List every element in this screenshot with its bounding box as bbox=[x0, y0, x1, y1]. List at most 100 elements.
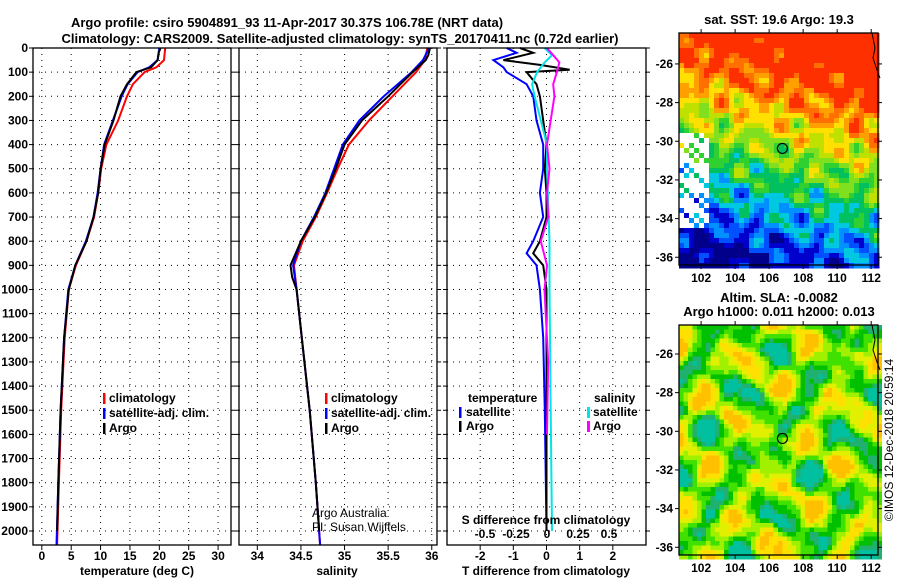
y-tick-label: 1000 bbox=[1, 282, 28, 296]
y-tick-label: 300 bbox=[8, 113, 28, 127]
x-tick-label: 35 bbox=[338, 549, 352, 563]
x-tick-label: 25 bbox=[182, 549, 196, 563]
legend-title-salinity: salinity bbox=[594, 391, 636, 405]
y-tick-label: 1100 bbox=[2, 307, 28, 321]
legend-label: satellite bbox=[466, 405, 511, 419]
x-tick-label: 36 bbox=[425, 549, 439, 563]
legend-title-temperature: temperature bbox=[468, 391, 538, 405]
series-line-argo bbox=[56, 47, 162, 532]
lat-tick-label: -26 bbox=[656, 347, 674, 361]
lon-tick-label: 106 bbox=[759, 561, 779, 575]
sst-map: 102 104 106 108 110 112 -26 -28 -30 -32 -34 -36 bbox=[656, 29, 882, 285]
x2-tick-label: 0 bbox=[544, 527, 551, 541]
sst-map-title: sat. SST: 19.6 Argo: 19.3 bbox=[704, 12, 854, 27]
legend-label: Argo bbox=[331, 421, 359, 435]
x-axis-label-tdiff: T difference from climatology bbox=[462, 564, 630, 578]
legend-swatch bbox=[459, 407, 462, 418]
lon-tick-label: 102 bbox=[691, 271, 711, 285]
sla-map-title: Altim. SLA: -0.0082 bbox=[720, 290, 838, 305]
x-tick-label: 30 bbox=[211, 549, 225, 563]
y-tick-label: 100 bbox=[8, 65, 28, 79]
legend-swatch bbox=[325, 393, 328, 404]
x-tick-label: 35.5 bbox=[376, 549, 400, 563]
y-tick-label: 400 bbox=[8, 138, 28, 152]
lon-tick-label: 104 bbox=[725, 271, 745, 285]
legend-swatch bbox=[325, 408, 328, 419]
map-frame bbox=[678, 32, 879, 266]
x-tick-label: 34 bbox=[251, 549, 265, 563]
lat-tick-label: -36 bbox=[656, 250, 674, 264]
x-axis-label-sdiff: S difference from climatology bbox=[462, 513, 631, 527]
legend-label: satellite-adj. clim. bbox=[331, 406, 431, 420]
y-tick-label: 0 bbox=[21, 41, 28, 55]
x2-tick-label: 0.5 bbox=[601, 527, 618, 541]
x-tick-label: 1 bbox=[576, 549, 583, 563]
legend-label: climatology bbox=[331, 391, 398, 405]
legend-swatch bbox=[103, 423, 106, 434]
x2-tick-label: -0.25 bbox=[502, 527, 530, 541]
argo-float-location-marker bbox=[776, 432, 789, 445]
y-tick-label: 1300 bbox=[1, 355, 28, 369]
plot-frame bbox=[32, 47, 232, 546]
x-tick-label: 0 bbox=[38, 549, 45, 563]
legend-swatch bbox=[587, 421, 590, 432]
series-line-argo bbox=[289, 47, 431, 532]
lat-tick-label: -36 bbox=[656, 540, 674, 554]
title-line-2: Climatology: CARS2009. Satellite-adjuste… bbox=[61, 31, 618, 46]
x-tick-label: 34.5 bbox=[289, 549, 313, 563]
legend-label: satellite bbox=[593, 405, 638, 419]
argo-float-location-marker bbox=[776, 142, 789, 155]
series-line-temperature-argo bbox=[503, 47, 570, 531]
y-tick-label: 800 bbox=[8, 234, 28, 248]
credit-pi: PI: Susan Wijffels bbox=[312, 520, 406, 534]
legend-swatch bbox=[103, 393, 106, 404]
plot-frame bbox=[446, 47, 647, 546]
map-frame bbox=[678, 324, 879, 556]
lon-tick-label: 106 bbox=[759, 271, 779, 285]
x-tick-label: -2 bbox=[475, 549, 486, 563]
lon-tick-label: 108 bbox=[793, 271, 813, 285]
lat-tick-label: -26 bbox=[656, 57, 674, 71]
title-line-1: Argo profile: csiro 5904891_93 11-Apr-20… bbox=[71, 15, 503, 30]
plot-frame bbox=[238, 47, 438, 546]
x-tick-label: 20 bbox=[153, 549, 167, 563]
y-tick-label: 1500 bbox=[1, 403, 28, 417]
lat-tick-label: -30 bbox=[656, 134, 674, 148]
timestamp: ©IMOS 12-Dec-2018 20:59:14 bbox=[882, 359, 896, 522]
y-tick-label: 1700 bbox=[1, 452, 28, 466]
x-tick-label: -1 bbox=[508, 549, 519, 563]
temperature-panel: 0100200300400500600700800900100011001200… bbox=[1, 41, 235, 563]
x-tick-label: 15 bbox=[123, 549, 137, 563]
y-tick-label: 1900 bbox=[1, 500, 28, 514]
legend-swatch bbox=[103, 408, 106, 419]
series-line-salinity-argo bbox=[539, 47, 561, 435]
lat-tick-label: -34 bbox=[656, 212, 674, 226]
lat-tick-label: -28 bbox=[656, 386, 674, 400]
x-tick-label: 5 bbox=[68, 549, 75, 563]
series-line-satellite-adj-clim- bbox=[55, 47, 161, 546]
y-tick-label: 1800 bbox=[1, 476, 28, 490]
y-tick-label: 600 bbox=[8, 186, 28, 200]
salinity-panel: 34 34.5 35 35.5 36 climatologysatellite-adj. … bbox=[235, 47, 441, 563]
lon-tick-label: 110 bbox=[827, 561, 847, 575]
x-axis-label-salinity: salinity bbox=[316, 564, 358, 578]
legend-swatch bbox=[587, 407, 590, 418]
series-line-salinity-satellite bbox=[531, 47, 554, 532]
y-tick-label: 1600 bbox=[1, 427, 28, 441]
legend-swatch bbox=[459, 421, 462, 432]
lat-tick-label: -32 bbox=[656, 463, 674, 477]
lon-tick-label: 102 bbox=[691, 561, 711, 575]
lat-tick-label: -32 bbox=[656, 173, 674, 187]
lat-tick-label: -28 bbox=[656, 96, 674, 110]
x-tick-label: 10 bbox=[94, 549, 108, 563]
y-tick-label: 200 bbox=[8, 89, 28, 103]
lat-tick-label: -30 bbox=[656, 424, 674, 438]
legend-label: Argo bbox=[466, 419, 494, 433]
y-tick-label: 500 bbox=[8, 162, 28, 176]
legend-label: satellite-adj. clim. bbox=[109, 406, 209, 420]
heatmap-cells bbox=[679, 325, 882, 560]
y-tick-label: 700 bbox=[8, 210, 28, 224]
lon-tick-label: 112 bbox=[862, 561, 882, 575]
credit-argo-australia: Argo Australia bbox=[312, 506, 387, 520]
